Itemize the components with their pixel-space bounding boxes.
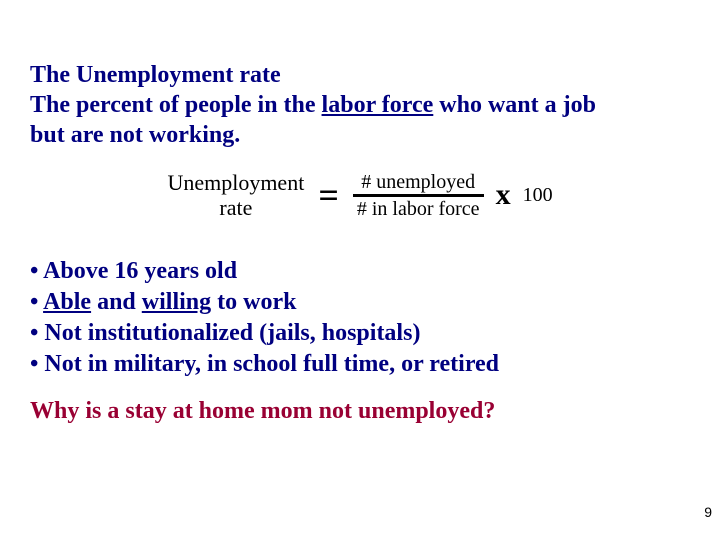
- equals-sign: =: [314, 174, 343, 216]
- formula-label-line2: rate: [219, 195, 252, 220]
- heading-line2a: The percent of people in the: [30, 92, 322, 118]
- fraction-numerator: # unemployed: [357, 171, 479, 193]
- multiply-sign: x: [494, 178, 513, 212]
- bullet-2-post: to work: [211, 289, 296, 315]
- bullet-2-u1: Able: [43, 289, 91, 315]
- heading-block: The Unemployment rate The percent of peo…: [30, 60, 690, 150]
- heading-line3: but are not working.: [30, 122, 240, 148]
- hundred: 100: [523, 184, 553, 207]
- bullet-4: • Not in military, in school full time, …: [30, 349, 690, 380]
- heading-line2-underlined: labor force: [322, 92, 434, 118]
- fraction-bar: [353, 194, 484, 197]
- formula-label: Unemployment rate: [167, 170, 304, 221]
- heading-line2b: who want a job: [433, 92, 596, 118]
- formula-label-line1: Unemployment: [167, 170, 304, 195]
- bullet-2-u2: willing: [142, 289, 211, 315]
- heading-line1: The Unemployment rate: [30, 62, 281, 88]
- bullet-2: • Able and willing to work: [30, 287, 690, 318]
- bullet-2-pre: •: [30, 289, 43, 315]
- bullets-block: • Above 16 years old • Able and willing …: [30, 256, 690, 381]
- bullet-1: • Above 16 years old: [30, 256, 690, 287]
- bullet-3: • Not institutionalized (jails, hospital…: [30, 318, 690, 349]
- question-text: Why is a stay at home mom not unemployed…: [30, 398, 690, 425]
- fraction: # unemployed # in labor force: [353, 171, 484, 220]
- bullet-2-mid: and: [91, 289, 142, 315]
- page-number: 9: [704, 504, 712, 520]
- fraction-denominator: # in labor force: [353, 198, 484, 220]
- formula-row: Unemployment rate = # unemployed # in la…: [30, 170, 690, 221]
